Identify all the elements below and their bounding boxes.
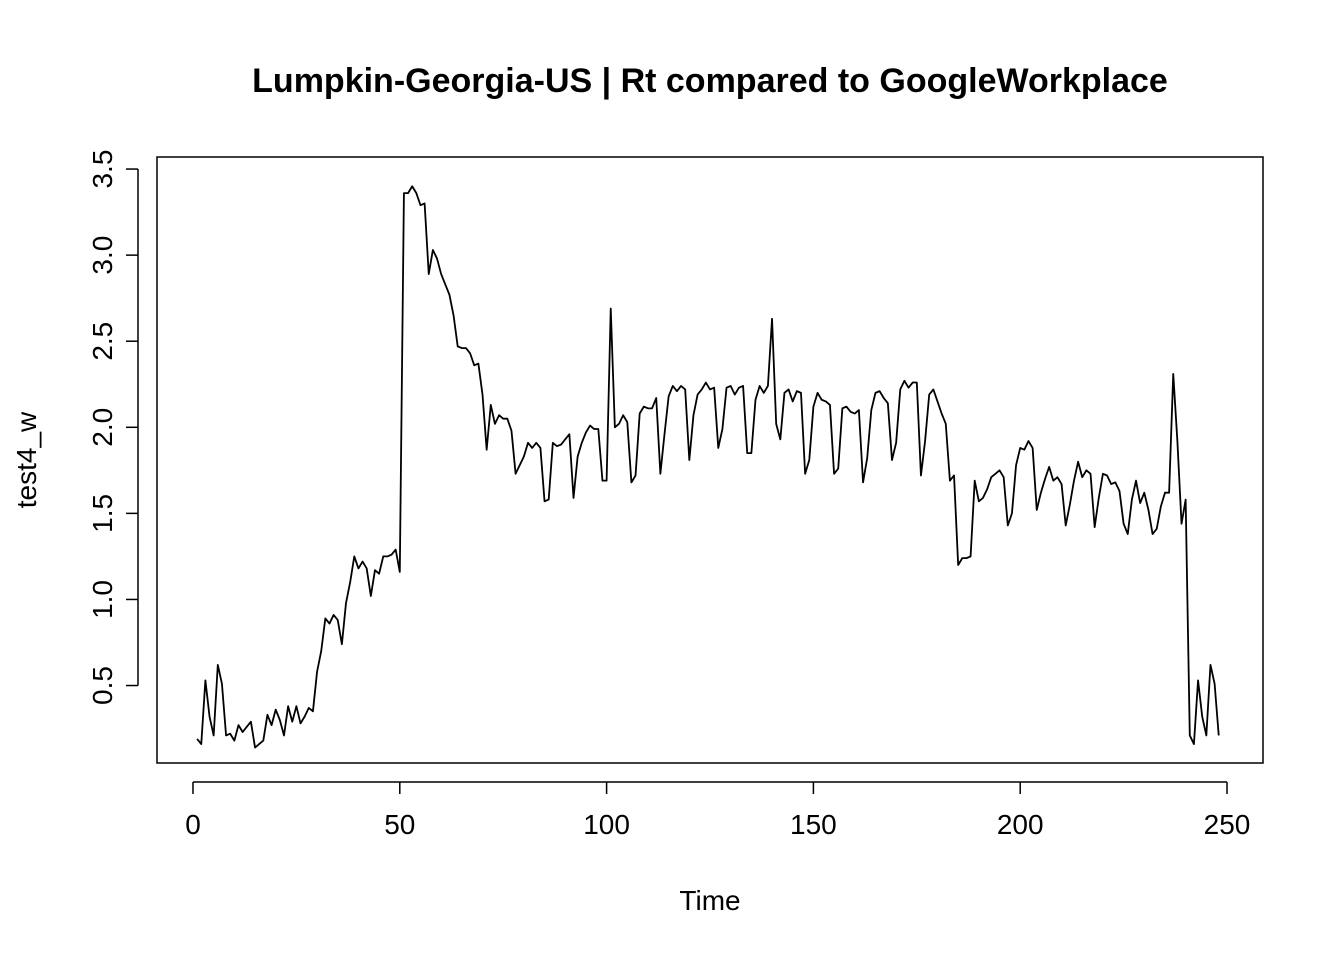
y-tick-label: 2.5 (87, 322, 118, 361)
x-axis-ticks: 0 50 100 150 200 250 (185, 782, 1250, 840)
y-tick-label: 2.0 (87, 408, 118, 447)
y-tick-label: 1.5 (87, 494, 118, 533)
y-tick-label: 0.5 (87, 666, 118, 705)
y-tick-label: 1.0 (87, 580, 118, 619)
y-tick-label: 3.0 (87, 236, 118, 275)
x-tick-label: 50 (384, 809, 415, 840)
x-tick-label: 100 (583, 809, 630, 840)
y-axis-label: test4_w (11, 411, 42, 508)
x-tick-label: 0 (185, 809, 201, 840)
plot-frame (156, 156, 1264, 764)
y-tick-label: 3.5 (87, 150, 118, 189)
x-axis-label: Time (679, 885, 740, 916)
chart-title: Lumpkin-Georgia-US | Rt compared to Goog… (252, 62, 1168, 100)
series-line (196, 185, 1220, 749)
x-tick-label: 150 (790, 809, 837, 840)
x-tick-label: 200 (997, 809, 1044, 840)
y-axis-ticks: 0.5 1.0 1.5 2.0 2.5 3.0 3.5 (87, 150, 138, 705)
x-tick-label: 250 (1204, 809, 1251, 840)
